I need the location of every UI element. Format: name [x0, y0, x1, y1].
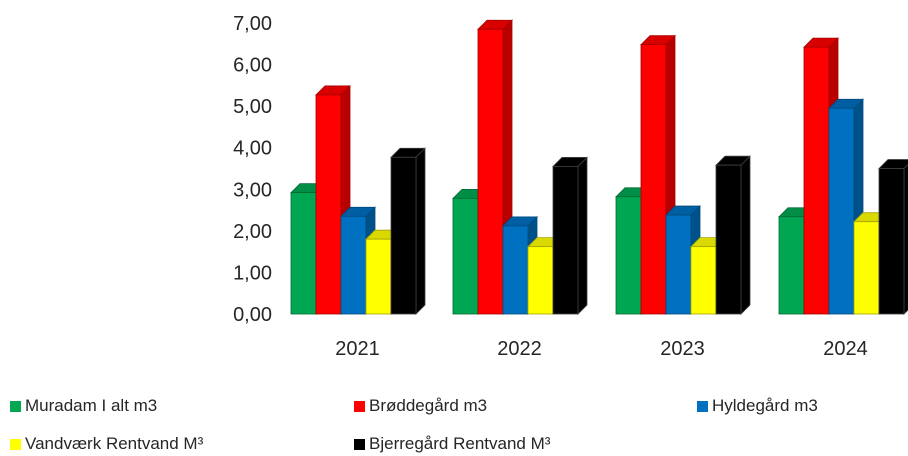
x-tick-label: 2024 [823, 338, 868, 360]
y-tick-label: 2,00 [233, 221, 272, 243]
y-tick-label: 7,00 [233, 13, 272, 35]
x-tick-label: 2021 [335, 338, 380, 360]
y-tick-label: 0,00 [233, 304, 272, 326]
legend-item-broddegard: Brøddegård m3 [354, 396, 487, 416]
y-tick-label: 5,00 [233, 96, 272, 118]
y-tick-label: 6,00 [233, 55, 272, 77]
y-tick-label: 4,00 [233, 138, 272, 160]
legend-item-hyldegard: Hyldegård m3 [697, 396, 818, 416]
x-tick-label: 2023 [660, 338, 705, 360]
bar-bjerregard-2021 [390, 147, 426, 315]
chart-legend: Muradam I alt m3 Brøddegård m3 Hyldegård… [0, 386, 908, 456]
legend-item-muradam: Muradam I alt m3 [10, 396, 157, 416]
legend-label-vandvaerk: Vandværk Rentvand M³ [25, 434, 204, 453]
legend-swatch-bjerregard [354, 438, 365, 450]
bar-bjerregard-2023 [715, 155, 751, 315]
legend-swatch-broddegard [354, 400, 365, 412]
y-tick-label: 1,00 [233, 262, 272, 284]
legend-label-bjerregard: Bjerregård Rentvand M³ [369, 434, 551, 453]
legend-swatch-muradam [10, 400, 21, 412]
legend-label-broddegard: Brøddegård m3 [369, 396, 488, 415]
x-tick-label: 2022 [497, 338, 542, 360]
bar-muradam-2024 [778, 206, 814, 315]
legend-swatch-hyldegard [697, 400, 708, 412]
legend-label-muradam: Muradam I alt m3 [25, 396, 158, 415]
bar-hyldegard-2024 [828, 98, 864, 315]
legend-item-vandvaerk: Vandværk Rentvand M³ [10, 434, 203, 454]
chart-plot: 0,00 1,00 2,00 3,00 4,00 5,00 6,00 7,00 2021 2022… [233, 13, 908, 360]
legend-label-hyldegard: Hyldegård m3 [712, 396, 818, 415]
bar-bjerregard-2022 [552, 156, 588, 315]
legend-item-bjerregard: Bjerregård Rentvand M³ [354, 434, 550, 454]
legend-swatch-vandvaerk [10, 438, 21, 450]
bar-bjerregard-2024 [878, 159, 908, 315]
y-tick-label: 3,00 [233, 179, 272, 201]
